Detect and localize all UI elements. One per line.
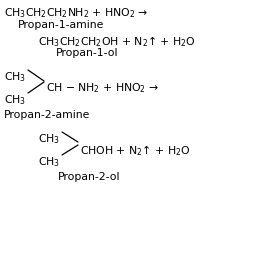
Text: CH$_3$CH$_2$CH$_2$OH + N$_2$↑ + H$_2$O: CH$_3$CH$_2$CH$_2$OH + N$_2$↑ + H$_2$O [38,34,196,49]
Text: CH$_3$: CH$_3$ [38,155,60,169]
Text: Propan-1-ol: Propan-1-ol [56,48,119,58]
Text: CH − NH$_2$ + HNO$_2$ →: CH − NH$_2$ + HNO$_2$ → [46,81,159,95]
Text: Propan-1-amine: Propan-1-amine [18,20,104,30]
Text: Propan-2-ol: Propan-2-ol [58,172,120,182]
Text: CHOH + N$_2$↑ + H$_2$O: CHOH + N$_2$↑ + H$_2$O [80,143,191,158]
Text: Propan-2-amine: Propan-2-amine [4,110,90,120]
Text: CH$_3$: CH$_3$ [38,132,60,146]
Text: CH$_3$CH$_2$CH$_2$NH$_2$ + HNO$_2$ →: CH$_3$CH$_2$CH$_2$NH$_2$ + HNO$_2$ → [4,6,148,20]
Text: CH$_3$: CH$_3$ [4,70,26,84]
Text: CH$_3$: CH$_3$ [4,93,26,107]
